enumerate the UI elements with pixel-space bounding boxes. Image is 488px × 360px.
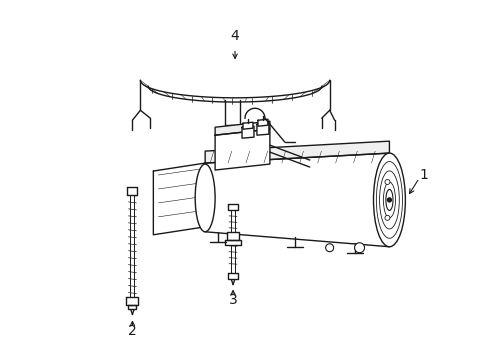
Polygon shape: [243, 122, 252, 129]
Ellipse shape: [354, 243, 364, 253]
Polygon shape: [153, 163, 205, 235]
Text: 4: 4: [230, 28, 239, 42]
Ellipse shape: [384, 215, 389, 220]
Polygon shape: [224, 240, 241, 245]
Ellipse shape: [195, 164, 215, 232]
Ellipse shape: [373, 153, 405, 247]
Ellipse shape: [384, 180, 389, 184]
Polygon shape: [227, 273, 238, 279]
Polygon shape: [227, 204, 238, 210]
Polygon shape: [226, 232, 239, 240]
Text: 1: 1: [419, 168, 428, 182]
Polygon shape: [256, 123, 268, 135]
Polygon shape: [258, 119, 267, 126]
Polygon shape: [205, 141, 388, 163]
Text: 3: 3: [228, 293, 237, 306]
Polygon shape: [215, 121, 269, 135]
Polygon shape: [126, 297, 138, 305]
Polygon shape: [205, 153, 388, 247]
Polygon shape: [215, 129, 269, 170]
Ellipse shape: [385, 189, 392, 211]
Ellipse shape: [325, 244, 333, 252]
Polygon shape: [128, 305, 136, 309]
Text: 2: 2: [128, 324, 137, 338]
Polygon shape: [127, 187, 137, 195]
Polygon shape: [242, 126, 253, 138]
Circle shape: [386, 198, 390, 202]
